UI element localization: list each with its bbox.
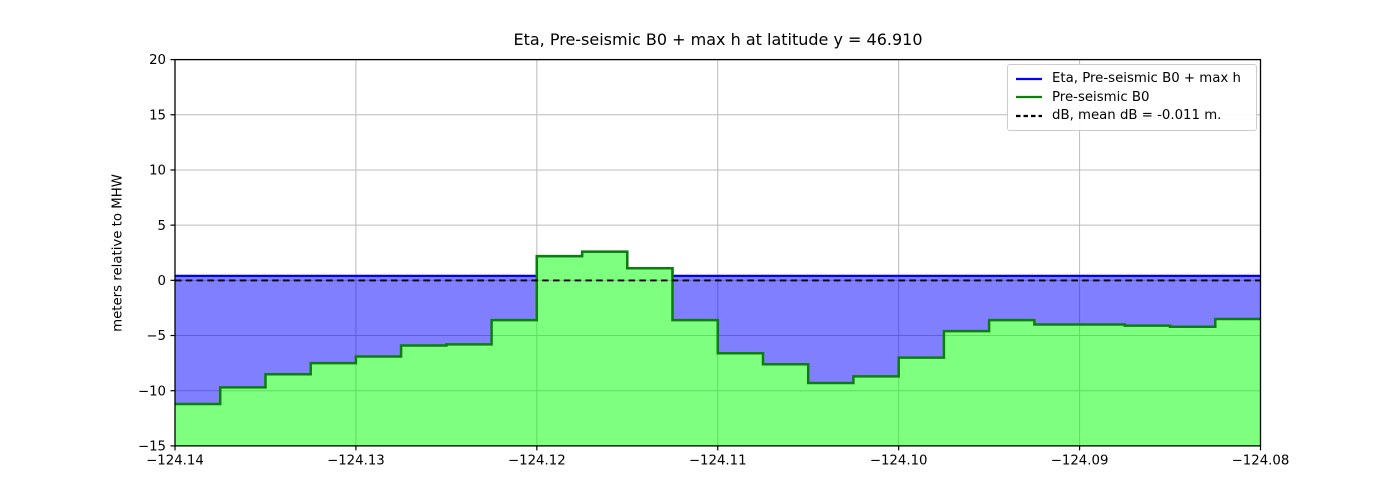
b0-line-swatch-icon: [1016, 96, 1042, 99]
y-tick-label: 15: [149, 108, 166, 123]
x-tick-label: −124.12: [508, 453, 566, 468]
x-tick-label: −124.08: [1232, 453, 1290, 468]
legend-label-b0: Pre-seismic B0: [1052, 89, 1150, 105]
y-tick-label: −10: [138, 384, 166, 399]
eta-line-swatch-icon: [1016, 78, 1042, 81]
y-tick-label: 0: [158, 274, 166, 289]
legend: Eta, Pre-seismic B0 + max h Pre-seismic …: [1007, 64, 1257, 131]
legend-item-eta: Eta, Pre-seismic B0 + max h: [1015, 71, 1248, 87]
db-line-swatch-icon: [1016, 114, 1042, 117]
y-tick-label: −15: [138, 440, 166, 455]
x-tick-label: −124.09: [1051, 453, 1109, 468]
y-tick-label: 5: [158, 219, 166, 234]
y-tick-label: −5: [146, 329, 166, 344]
chart-title: Eta, Pre-seismic B0 + max h at latitude …: [513, 30, 923, 49]
x-tick-label: −124.10: [870, 453, 928, 468]
x-tick-label: −124.13: [327, 453, 385, 468]
x-tick-label: −124.14: [146, 453, 204, 468]
y-tick-label: 20: [149, 53, 166, 68]
legend-label-db: dB, mean dB = -0.011 m.: [1052, 107, 1222, 123]
water-fill: [175, 275, 1261, 404]
legend-item-db: dB, mean dB = -0.011 m.: [1015, 108, 1248, 124]
legend-item-b0: Pre-seismic B0: [1015, 90, 1248, 106]
b0-line: [175, 250, 1261, 406]
tick-labels: −124.14 −124.13 −124.12 −124.11 −124.10 −124.…: [138, 53, 1289, 468]
tick-marks: [170, 58, 1262, 451]
y-tick-label: 10: [149, 164, 166, 179]
x-tick-label: −124.11: [689, 453, 747, 468]
legend-label-eta: Eta, Pre-seismic B0 + max h: [1052, 71, 1241, 87]
